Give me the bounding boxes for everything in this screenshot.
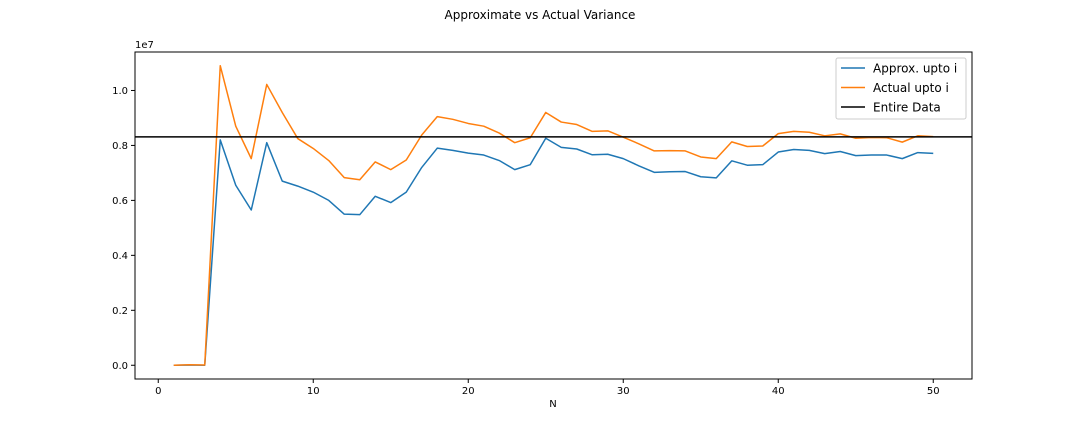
axes-frame bbox=[134, 51, 973, 380]
legend-box bbox=[835, 57, 967, 120]
legend-label-entire-data: Entire Data bbox=[873, 101, 941, 115]
x-tick-label: 0 bbox=[155, 386, 161, 397]
y-tick-label: 0.8 bbox=[112, 141, 128, 152]
x-axis-label: N bbox=[549, 399, 556, 410]
y-tick-label: 1.0 bbox=[112, 86, 128, 97]
plot-area bbox=[134, 51, 973, 380]
y-offset-text: 1e7 bbox=[135, 40, 154, 51]
x-axis: 0 10 20 30 40 50 bbox=[155, 379, 940, 397]
y-axis: 0.0 0.2 0.4 0.6 0.8 1.0 bbox=[112, 86, 135, 372]
y-tick-label: 0.4 bbox=[112, 251, 128, 262]
x-tick-label: 40 bbox=[772, 386, 785, 397]
chart-title: Approximate vs Actual Variance bbox=[445, 8, 636, 22]
x-tick-label: 50 bbox=[927, 386, 940, 397]
legend-label-actual-upto-i: Actual upto i bbox=[873, 81, 949, 95]
x-tick-label: 30 bbox=[617, 386, 630, 397]
series-layer bbox=[135, 64, 972, 367]
y-tick-label: 0.6 bbox=[112, 196, 128, 207]
series-line-approx-upto-i bbox=[173, 137, 934, 367]
y-tick-label: 0.2 bbox=[112, 306, 128, 317]
legend: Approx. upto i Actual upto i Entire Data bbox=[835, 57, 967, 120]
series-line-actual-upto-i bbox=[173, 64, 934, 367]
y-tick-label: 0.0 bbox=[112, 361, 128, 372]
x-tick-label: 10 bbox=[307, 386, 320, 397]
legend-label-approx-upto-i: Approx. upto i bbox=[873, 62, 957, 76]
x-tick-label: 20 bbox=[462, 386, 475, 397]
